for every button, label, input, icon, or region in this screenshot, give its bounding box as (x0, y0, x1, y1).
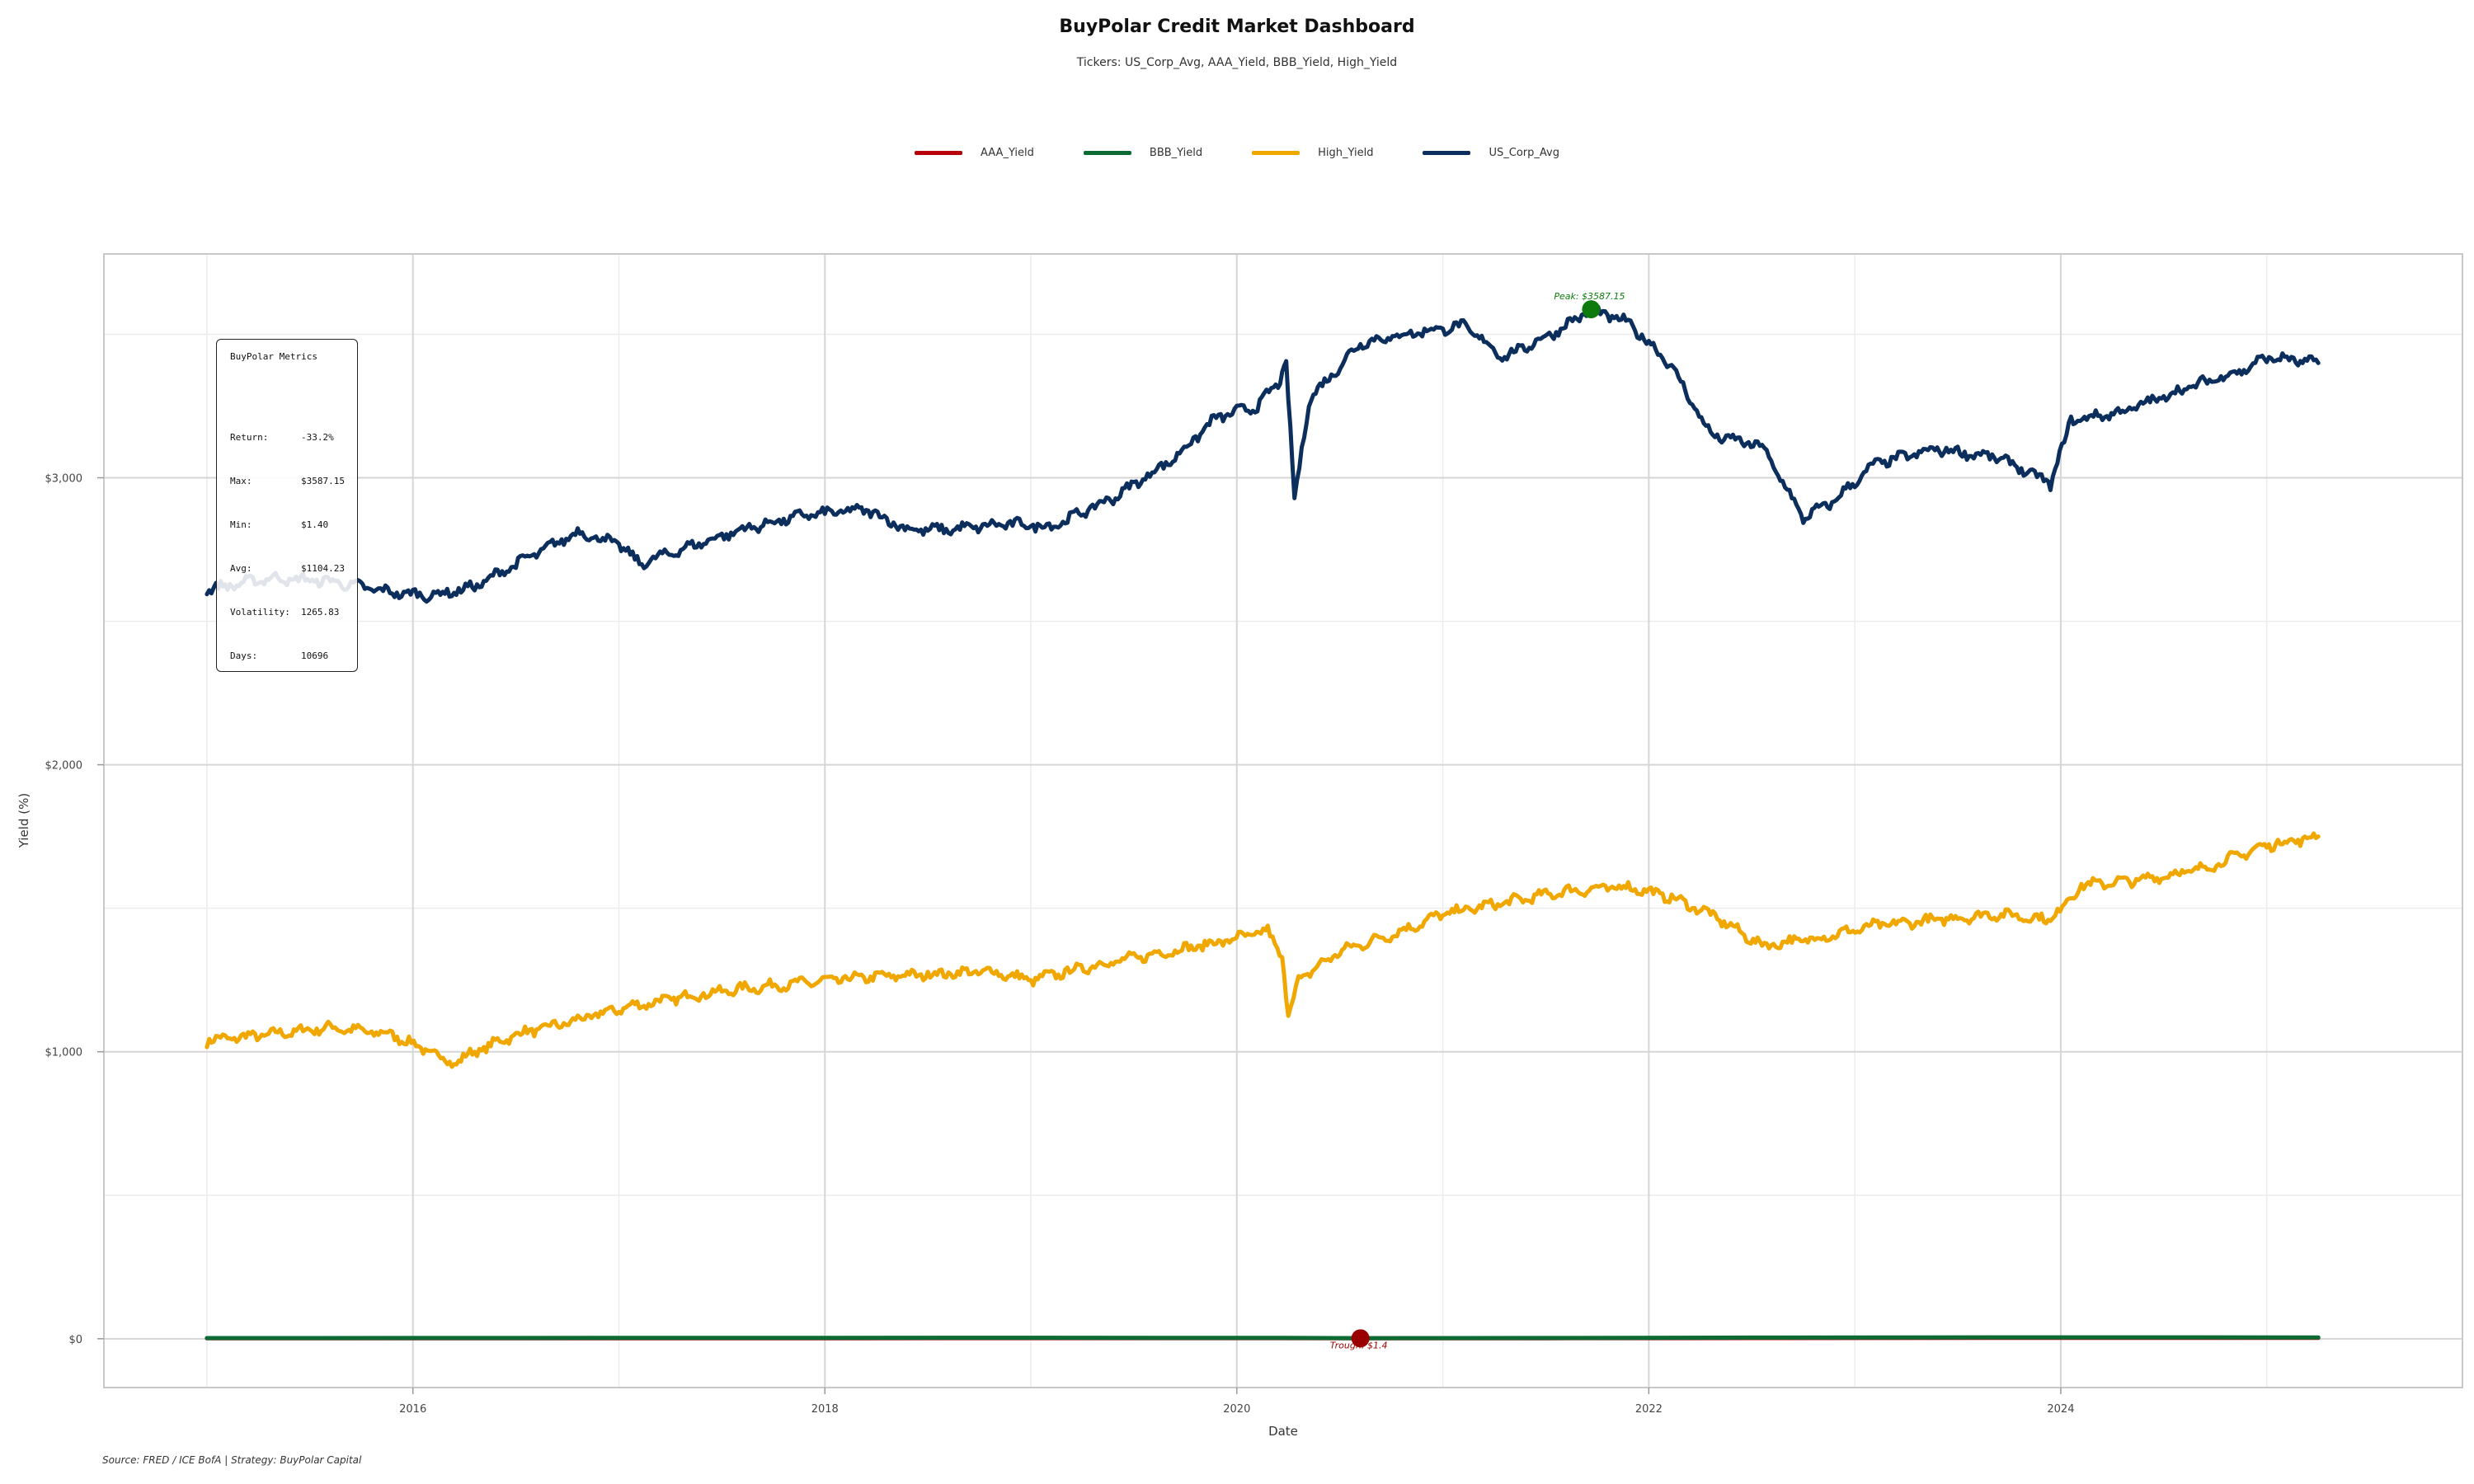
annotation-label: Trough: $1.4 (1330, 1340, 1388, 1350)
metrics-row-days: Days: 10696 (230, 650, 354, 664)
metrics-value: 10696 (301, 650, 329, 661)
metrics-key: Avg: (230, 563, 252, 574)
metrics-row-min: Min: $1.40 (230, 519, 354, 533)
metrics-row-avg: Avg: $1104.23 (230, 563, 354, 576)
metrics-key: Min: (230, 519, 252, 530)
metrics-key: Days: (230, 650, 258, 661)
legend-swatch-aaa (915, 151, 963, 155)
x-tick-label: 2020 (1223, 1403, 1250, 1416)
source-caption: Source: FRED / ICE BofA | Strategy: BuyP… (102, 1454, 362, 1466)
series-line-high-yield (205, 831, 2321, 1069)
x-axis-label: Date (1268, 1424, 1298, 1439)
series-line-us-corp-avg (205, 304, 2321, 604)
metrics-title: BuyPolar Metrics (230, 351, 317, 362)
metrics-key: Volatility: (230, 607, 290, 618)
legend-item-high-yield[interactable]: High_Yield (1252, 147, 1373, 159)
grid-layer (104, 254, 2462, 1388)
x-tick-label: 2024 (2047, 1403, 2074, 1416)
legend-label-bbb: BBB_Yield (1149, 147, 1203, 159)
y-tick-label: $3,000 (45, 473, 83, 486)
legend-item-bbb[interactable]: BBB_Yield (1083, 147, 1203, 159)
annotation-label: Peak: $3587.15 (1554, 291, 1625, 302)
legend-label-high-yield: High_Yield (1318, 147, 1374, 159)
metrics-key: Max: (230, 476, 252, 486)
annotation-marker (1351, 1329, 1370, 1348)
legend-swatch-high-yield (1252, 151, 1300, 155)
metrics-value: $3587.15 (301, 476, 345, 486)
annotation-marker (1582, 300, 1601, 319)
metrics-row-max: Max: $3587.15 (230, 476, 354, 489)
chart-subtitle: Tickers: US_Corp_Avg, AAA_Yield, BBB_Yie… (1076, 56, 1398, 69)
legend-item-us-corp[interactable]: US_Corp_Avg (1423, 147, 1559, 159)
y-axis-label: Yield (%) (16, 793, 31, 848)
metrics-value: -33.2% (301, 432, 334, 443)
series-line-bbb-yield (205, 1335, 2321, 1341)
legend-swatch-us-corp (1423, 151, 1471, 155)
y-tick-label: $0 (68, 1334, 82, 1346)
x-tick-label: 2018 (811, 1403, 839, 1416)
x-tick-label: 2016 (399, 1403, 426, 1416)
legend-label-us-corp: US_Corp_Avg (1489, 147, 1559, 159)
chart-title: BuyPolar Credit Market Dashboard (1059, 16, 1415, 37)
legend-swatch-bbb (1083, 151, 1131, 155)
metrics-row-return: Return: -33.2% (230, 432, 354, 445)
annotation-layer: Peak: $3587.15 Trough: $1.4 (1330, 291, 1625, 1350)
metrics-row-volatility: Volatility: 1265.83 (230, 607, 354, 620)
x-tick-label: 2022 (1635, 1403, 1663, 1416)
axis-layer: 2016 2018 2020 2022 2024 $0 $1,000 $2,000 $3,000 (45, 473, 2075, 1416)
metrics-key: Return: (230, 432, 269, 443)
legend-label-aaa: AAA_Yield (981, 147, 1034, 159)
metrics-box: BuyPolar Metrics Return: -33.2% Max: $35… (216, 339, 358, 672)
metrics-value: $1.40 (301, 519, 329, 530)
legend-item-aaa[interactable]: AAA_Yield (915, 147, 1034, 159)
y-tick-label: $1,000 (45, 1047, 83, 1059)
plot-frame (103, 253, 2463, 1388)
metrics-value: 1265.83 (301, 607, 340, 618)
legend: AAA_Yield BBB_Yield High_Yield US_Corp_A… (0, 147, 2474, 159)
metrics-value: $1104.23 (301, 563, 345, 574)
series-layer (205, 304, 2321, 1341)
y-tick-label: $2,000 (45, 760, 83, 773)
